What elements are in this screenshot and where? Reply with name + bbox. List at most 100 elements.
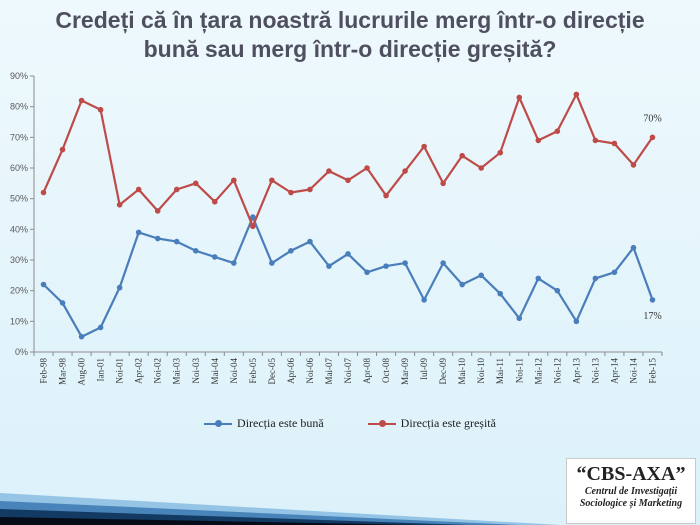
data-point [649,134,656,141]
data-point [516,94,523,101]
data-point [383,263,389,269]
y-tick-label: 40% [10,224,28,234]
x-tick-label: Aug-00 [77,358,87,386]
data-label: 70% [643,113,661,124]
data-point [135,186,142,193]
legend-marker-bad [367,419,396,428]
data-point [173,238,180,245]
chart-title: Credeți că în țara noastră lucrurile mer… [0,6,700,64]
data-label: 17% [643,311,661,322]
x-tick-label: Mai-11 [495,358,505,384]
data-point [192,180,199,187]
data-point [307,186,313,193]
x-tick-label: Mai-07 [324,358,334,385]
logo-subtitle-2: Sociologice și Marketing [579,498,683,509]
data-point [231,260,237,266]
data-point [211,198,218,205]
x-tick-label: Mai-12 [533,358,543,385]
x-tick-label: Noi-07 [343,358,353,384]
data-point [535,275,542,282]
data-point [421,143,427,150]
logo-name: “CBS-AXA” [576,463,686,485]
data-point [383,192,389,199]
x-tick-label: Mai-03 [172,358,182,385]
data-point [497,149,504,156]
data-point [250,214,256,220]
data-point [326,263,332,269]
x-tick-label: Feb-98 [39,358,49,384]
data-point [40,189,47,196]
data-point [97,106,104,113]
legend-item-good[interactable]: Direcția este bună [204,416,324,431]
x-tick-label: Oct-08 [381,358,391,383]
x-tick-label: Dec-09 [438,358,448,385]
x-tick-label: Noi-06 [305,358,315,384]
data-point [611,269,618,276]
decorative-stripes [0,493,560,525]
data-point [154,208,161,214]
data-point [554,128,561,134]
legend-marker-good [204,419,233,428]
data-point [40,281,47,288]
x-tick-label: Noi-01 [115,358,125,384]
data-point [211,254,218,260]
x-tick-label: Mai-10 [457,358,467,385]
data-point [116,202,123,208]
data-point [192,248,199,254]
x-tick-label: Noi-02 [153,358,163,384]
x-tick-label: Noi-03 [191,358,201,384]
data-point [421,297,427,303]
data-point [535,137,542,144]
x-tick-label: Noi-10 [476,358,486,384]
data-point [649,297,656,303]
data-point [478,165,485,171]
data-point [402,168,408,174]
x-tick-label: Feb-05 [248,358,258,384]
data-point [345,177,351,184]
y-tick-label: 0% [15,347,28,357]
data-point [326,168,332,174]
data-point [611,140,618,147]
x-tick-label: Noi-04 [229,358,239,384]
data-point [478,272,485,279]
data-point [78,333,85,340]
series-line-bad [42,93,654,228]
legend-label-good: Direcția este bună [237,416,324,430]
data-point [97,324,104,331]
y-tick-label: 10% [10,316,28,326]
y-tick-label: 60% [10,163,28,173]
data-point [231,177,237,184]
data-point [592,137,599,144]
data-point [345,251,351,257]
data-point [459,281,465,288]
data-point [116,284,123,291]
legend-item-bad[interactable]: Direcția este greșită [367,416,496,431]
chart-legend: Direcția este bună Direcția este greșită [0,416,700,431]
data-point [135,229,142,236]
x-tick-label: Ian-01 [96,358,106,382]
x-tick-label: Apr-08 [362,358,372,384]
data-point [307,238,313,245]
data-point [269,260,275,266]
y-tick-label: 30% [10,255,28,265]
y-tick-label: 80% [10,102,28,112]
y-tick-label: 50% [10,194,28,204]
x-tick-label: Apr-02 [134,358,144,384]
data-point [78,97,85,104]
x-tick-label: Apr-06 [286,358,296,384]
legend-label-bad: Direcția este greșită [400,416,496,430]
chart-title-line-1: Credeți că în țara noastră lucrurile mer… [55,7,645,33]
data-point [497,290,504,297]
data-point [173,186,180,193]
data-point [440,260,446,266]
data-point [630,244,637,251]
y-tick-label: 70% [10,132,28,142]
x-tick-label: Feb-15 [647,358,657,384]
data-point [573,318,580,325]
data-point [402,260,408,266]
data-point [59,300,66,306]
x-tick-label: Mar-09 [400,358,410,385]
data-point [154,235,161,242]
data-point [459,152,465,159]
